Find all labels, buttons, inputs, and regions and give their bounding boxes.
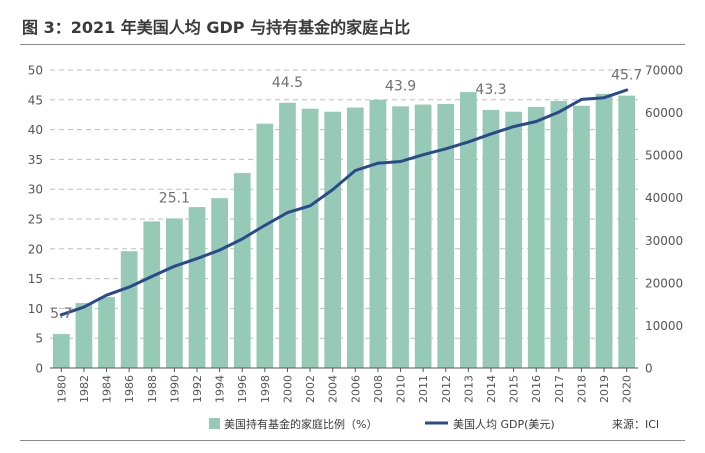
bar [256, 123, 274, 368]
legend-bar-swatch [209, 418, 220, 429]
left-tick-label: 10 [28, 302, 43, 316]
x-tick-label: 1994 [214, 375, 227, 403]
bar [618, 95, 636, 369]
bar [505, 111, 522, 368]
x-tick-label: 1980 [55, 375, 68, 403]
right-tick-label: 0 [645, 362, 653, 376]
x-tick-label: 1986 [123, 375, 136, 403]
bar [527, 106, 545, 369]
right-axis: 0 10000 20000 30000 40000 50000 60000 70000 [645, 64, 683, 376]
chart-title: 图 3：2021 年美国人均 GDP 与持有基金的家庭占比 [22, 18, 411, 37]
right-tick-label: 10000 [645, 319, 683, 333]
left-tick-label: 30 [28, 183, 43, 197]
bar-series [52, 92, 636, 369]
x-tick-label: 2000 [281, 375, 294, 403]
legend-bar-label: 美国持有基金的家庭比例（%） [224, 417, 377, 431]
data-label: 43.3 [475, 82, 506, 98]
bar [414, 104, 432, 369]
x-tick-label: 2008 [372, 375, 385, 403]
x-tick-label: 1982 [78, 375, 91, 403]
data-label: 25.1 [159, 190, 190, 206]
bar [369, 99, 387, 369]
data-label: 45.7 [611, 68, 642, 84]
bar [188, 207, 206, 368]
right-tick-label: 40000 [645, 191, 683, 205]
bar [595, 93, 613, 368]
bar [279, 102, 296, 368]
x-axis: 1980 1982 1984 1986 1988 1990 1992 1994 1996 1998… [50, 367, 638, 403]
legend: 美国持有基金的家庭比例（%） 美国人均 GDP(美元) 来源：ICI [209, 417, 659, 431]
bar [98, 297, 115, 368]
x-tick-label: 1992 [191, 375, 204, 403]
x-tick-label: 2018 [575, 375, 588, 403]
bar [211, 198, 228, 368]
x-tick-label: 1984 [101, 375, 114, 403]
bar [233, 173, 251, 368]
left-tick-label: 50 [28, 64, 43, 78]
left-tick-label: 20 [28, 242, 43, 256]
data-label: 44.5 [272, 75, 303, 91]
left-tick-label: 35 [28, 153, 43, 167]
bar [324, 111, 342, 368]
x-tick-label: 2002 [304, 375, 317, 403]
legend-line-label: 美国人均 GDP(美元) [453, 418, 555, 431]
right-tick-label: 50000 [645, 149, 683, 163]
gridlines [50, 69, 638, 339]
x-tick-label: 2006 [349, 375, 362, 403]
bar [482, 109, 500, 368]
data-label: 5.7 [50, 306, 72, 322]
right-tick-label: 30000 [645, 234, 683, 248]
left-tick-label: 15 [28, 272, 43, 286]
bar [301, 108, 319, 369]
data-labels: 5.7 25.1 44.5 43.9 43.3 45.7 [50, 68, 642, 322]
bar [143, 221, 161, 368]
data-label: 43.9 [385, 78, 416, 94]
bar [392, 106, 409, 368]
right-tick-label: 60000 [645, 106, 683, 120]
x-tick-label: 1988 [146, 375, 159, 403]
bar [166, 218, 183, 368]
bar [573, 105, 590, 368]
right-tick-label: 20000 [645, 276, 683, 290]
x-tick-label: 2010 [395, 375, 408, 403]
bar [120, 251, 138, 368]
left-tick-label: 5 [35, 332, 43, 346]
source-note: 来源：ICI [612, 417, 659, 431]
x-tick-label: 1998 [259, 375, 272, 403]
x-tick-label: 2015 [508, 375, 521, 403]
bar [437, 103, 455, 369]
x-tick-label: 1996 [236, 375, 249, 403]
x-tick-label: 2017 [553, 375, 566, 403]
left-tick-label: 45 [28, 93, 43, 107]
left-tick-label: 25 [28, 213, 43, 227]
x-tick-label: 2013 [462, 375, 475, 403]
x-tick-label: 2004 [327, 375, 340, 403]
x-tick-label: 2016 [530, 375, 543, 403]
bar [75, 303, 93, 368]
line-series [59, 88, 629, 317]
right-tick-label: 70000 [645, 64, 683, 78]
bar [346, 107, 364, 368]
x-tick-label: 2020 [621, 375, 634, 403]
left-tick-label: 0 [35, 362, 43, 376]
bar [550, 100, 568, 368]
bar [460, 92, 477, 368]
x-tick-label: 2019 [598, 375, 611, 403]
gdp-line [59, 88, 629, 317]
x-tick-label: 2012 [440, 375, 453, 403]
left-tick-label: 40 [28, 123, 43, 137]
x-tick-label: 2014 [485, 375, 498, 403]
left-axis: 0 5 10 15 20 25 30 35 40 45 50 [28, 64, 43, 376]
x-tick-label: 1990 [168, 375, 181, 403]
title-rule [20, 44, 685, 45]
bar [52, 334, 70, 368]
bottom-rule [20, 440, 685, 441]
x-tick-label: 2011 [417, 375, 430, 403]
